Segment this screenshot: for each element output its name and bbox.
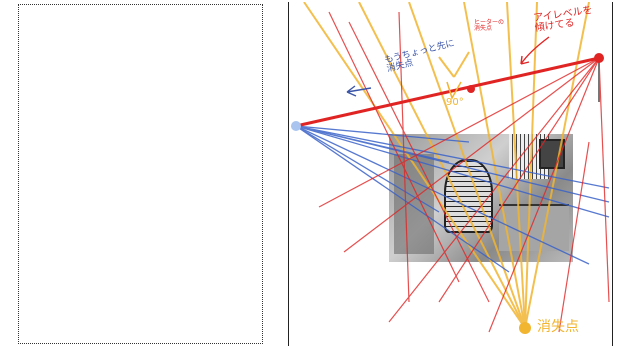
vanishing-point-left xyxy=(291,121,301,131)
annotation-angle: 90° xyxy=(446,97,464,108)
annotation-vp-bottom: 消失点 xyxy=(537,319,579,335)
perspective-drawing-panel: もうちょっと先に 消失点 ヒーターの 消失点 アイレベルを 傾けてる 90° 消… xyxy=(288,2,613,346)
vanishing-point-right xyxy=(594,53,604,63)
tilt-arrow-icon xyxy=(520,36,550,65)
eye-level-line xyxy=(295,56,600,128)
perspective-lines xyxy=(291,2,610,334)
blank-canvas-panel xyxy=(18,4,263,344)
heater-vanishing-point xyxy=(467,85,475,93)
left-arrow-icon xyxy=(346,85,372,97)
blue-perspective-lines xyxy=(295,125,610,273)
annotation-heater: ヒーターの 消失点 xyxy=(474,19,505,32)
vanishing-point-bottom xyxy=(519,322,531,334)
red-perspective-lines xyxy=(318,11,610,333)
photo-shadow xyxy=(394,154,434,254)
angle-mark xyxy=(446,81,462,100)
